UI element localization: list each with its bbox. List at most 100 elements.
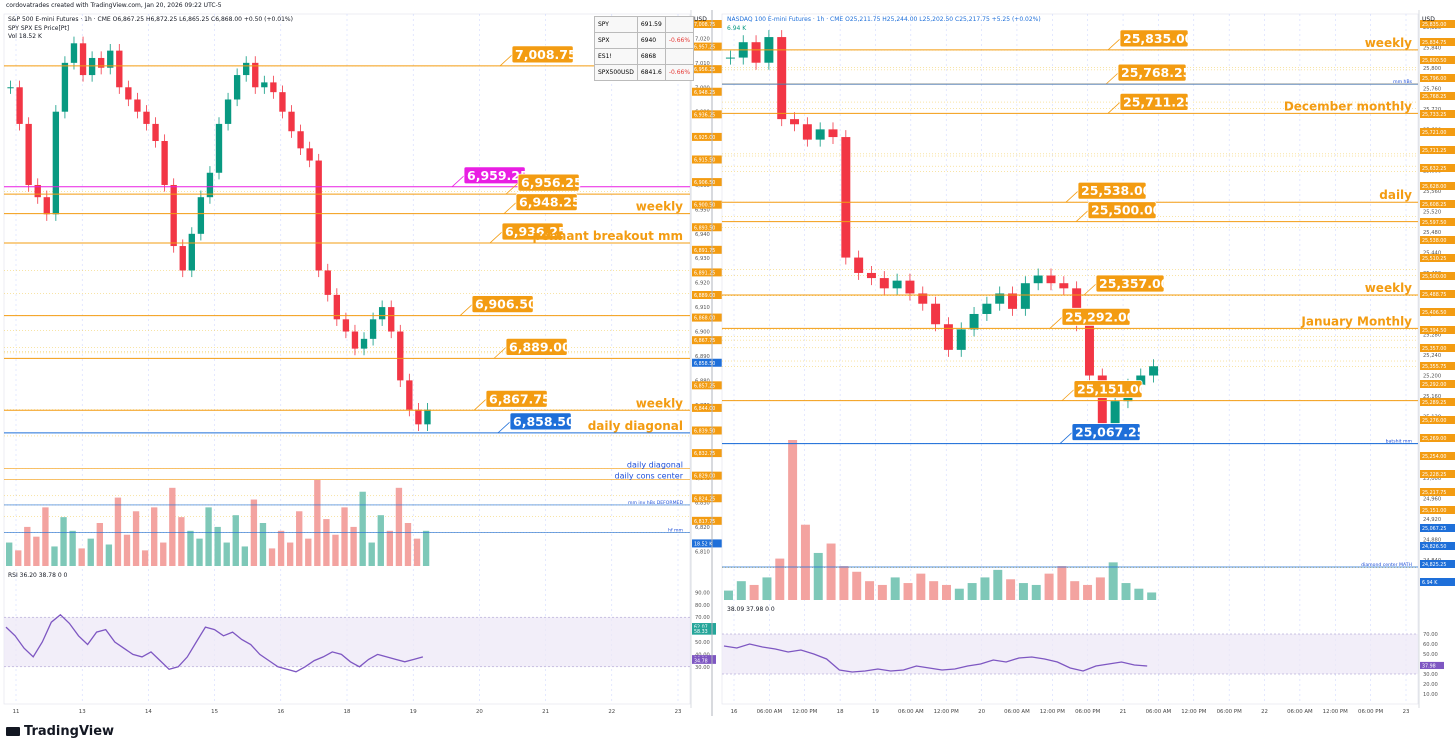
level-note: January Monthly [1300,314,1412,328]
volume-bar [368,542,375,566]
axis-price-tag-label: 6,844.00 [694,406,715,412]
watchlist-symbol: SPX500USD [594,64,638,81]
volume-bar [250,499,258,566]
axis-price-tag-label: 25,835.00 [1422,22,1446,28]
y-tick-label: 6,950 [695,207,710,213]
axis-price-tag [1420,92,1455,100]
candle-body [931,303,941,325]
axis-price-tag-label: 25,276.00 [1422,418,1446,424]
x-tick-label: 18 [344,709,351,715]
volume-bar [69,530,76,566]
x-tick-label: 20 [978,709,985,715]
axis-price-tag-label: 6,915.50 [694,158,715,164]
volume-bar [141,550,149,566]
candle-body [270,82,277,93]
y-tick-label: 25,840 [1423,45,1441,51]
volume-bar [736,581,746,600]
axis-price-tag-label: 6,824.25 [694,496,715,502]
volume-bar [232,515,239,566]
axis-price-tag-label: 6,817.75 [694,519,715,525]
volume-bar [187,530,194,566]
candle-body [152,123,159,142]
left-symbol-title[interactable]: S&P 500 E-mini Futures · 1h · CME O6,867… [8,16,293,23]
volume-bar [33,536,40,566]
volume-bar [24,526,31,566]
y-tick-label: 25,200 [1423,374,1441,380]
candle-body [288,111,295,132]
axis-price-tag [692,87,727,96]
volume-bar [105,544,113,566]
candle-body [25,123,32,185]
axis-price-tag-label: 25,394.50 [1422,328,1446,334]
callout-leader [1083,283,1097,296]
candle-body [215,123,223,173]
rsi-line [5,613,424,673]
axis-price-tag-label: 6,867.75 [694,338,715,344]
right-ohlc: O25,211.75 H25,244.00 L25,202.50 C25,217… [845,16,1041,23]
axis-price-tag-label: 6,889.00 [694,293,715,299]
candle-body [170,184,177,247]
x-tick-label: 06:00 PM [1217,709,1242,715]
right-symbol: NASDAQ 100 E-mini Futures · 1h · CME [727,16,844,23]
rsi-tick-label: 10.00 [1423,692,1438,698]
volume-bar [314,480,321,566]
candle-body [107,50,114,68]
candle-body [892,280,902,289]
volume-bar [903,583,913,600]
axis-price-tag-label: 25,800.50 [1422,58,1446,64]
x-tick-label: 12:00 PM [1323,709,1348,715]
candle-body [1008,293,1018,309]
rsi-axis-tag-label: 34.78 [694,658,708,664]
axis-price-tag-label: 6,891.75 [694,248,715,254]
watchlist-table[interactable]: SPY 691.59 SPX 6940 -0.66% ES1! 6868 SPX500U… [594,16,695,81]
candle-body [777,37,787,120]
watchlist-change: -0.66% [664,64,695,81]
axis-price-tag [1420,218,1455,226]
x-tick-label: 12:00 PM [1040,709,1065,715]
y-tick-label: 6,810 [695,549,710,555]
level-callout-label: 25,835.00 [1123,31,1194,46]
candle-body [188,233,195,271]
callout-leader [1065,190,1079,203]
level-callout-box [509,412,572,431]
callout-leader [1075,210,1089,222]
candle-body [388,307,395,332]
volume-bar [51,546,58,566]
level-callout-label: 6,858.50 [513,414,575,429]
volume-bar [268,548,276,566]
level-callout-label: 25,768.25 [1121,65,1191,80]
volume-bar [1044,573,1054,600]
axis-price-tag-label: 25,538.00 [1422,238,1446,244]
axis-price-tag-label: 6,857.25 [694,383,715,389]
volume-bar [826,543,836,600]
axis-price-tag [692,494,727,503]
right-symbol-title[interactable]: NASDAQ 100 E-mini Futures · 1h · CME O25… [727,16,1041,23]
volume-bar [78,548,85,566]
callout-leader [489,231,503,244]
axis-price-tag [692,291,727,299]
volume-bar [800,524,810,600]
axis-price-tag-label: 6,948.25 [694,90,715,96]
minor-level-note: hf mm [668,527,683,533]
level-callout-label: 25,500.00 [1091,203,1162,218]
y-tick-label: 25,160 [1423,394,1441,400]
watchlist-row: SPX 6940 -0.66% [594,32,695,49]
y-tick-label: 6,920 [695,281,710,287]
rsi-tick-label: 20.00 [1423,682,1438,688]
x-tick-label: 06:00 AM [757,709,783,715]
candle-body [369,319,377,339]
tradingview-logo-icon [6,727,20,736]
candle-body [143,111,150,124]
axis-price-tag [1420,254,1455,262]
x-tick-label: 20 [476,709,483,715]
rsi-tick-label: 50.00 [695,640,710,646]
rsi-axis-tag [692,656,716,664]
candle-body [161,141,168,185]
volume-bar [332,534,339,566]
axis-price-tag [692,200,727,209]
level-callout-box [505,337,568,356]
volume-bar [96,523,103,566]
left-symbol: S&P 500 E-mini Futures · 1h · CME [8,16,111,23]
